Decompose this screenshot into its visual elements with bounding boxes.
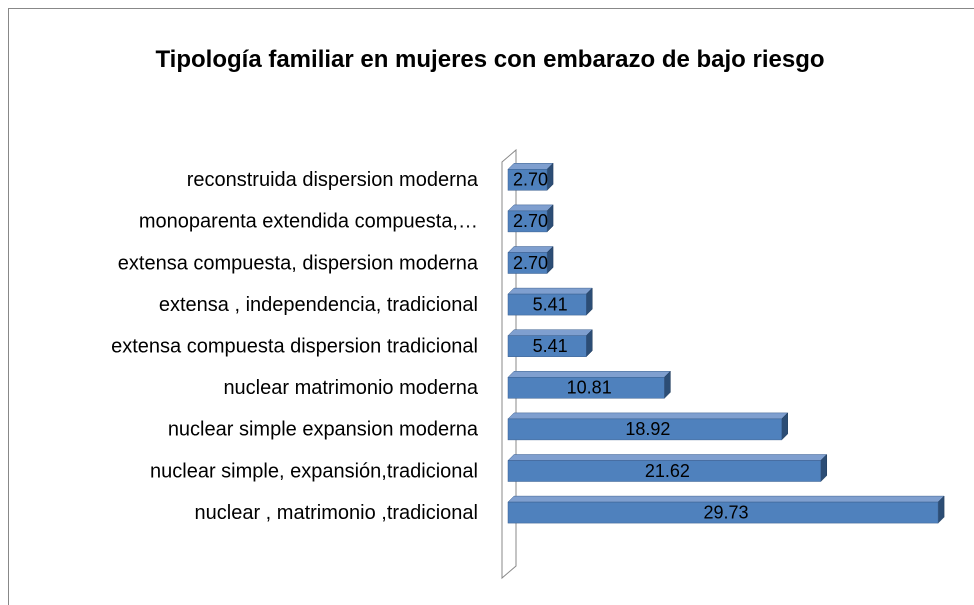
y-tick-label: reconstruida dispersion moderna	[187, 169, 479, 191]
bar-top	[507, 371, 671, 378]
data-label: 2.70	[513, 253, 548, 273]
data-label: 21.62	[645, 461, 690, 481]
data-label: 5.41	[533, 294, 568, 314]
bar-top	[507, 204, 554, 212]
bar-top	[507, 495, 945, 503]
bar	[507, 335, 587, 357]
bar	[507, 501, 939, 524]
bar	[507, 293, 587, 316]
bar	[507, 460, 822, 482]
bar-top	[507, 246, 554, 253]
bar	[507, 169, 548, 191]
y-tick-label: nuclear simple, expansión,tradicional	[150, 460, 478, 482]
y-tick-label: nuclear simple expansion moderna	[168, 419, 479, 441]
bar	[507, 418, 782, 441]
y-tick-label: nuclear matrimonio moderna	[223, 377, 478, 399]
bar-top	[507, 287, 593, 295]
chart-frame	[8, 8, 974, 605]
bar-top	[507, 163, 554, 170]
data-label: 2.70	[513, 211, 548, 231]
y-tick-label: nuclear , matrimonio ,tradicional	[195, 502, 478, 524]
bar	[507, 377, 665, 399]
y-tick-label: monoparenta extendida compuesta,…	[139, 211, 478, 233]
bar-top	[507, 412, 789, 420]
bar-top	[507, 329, 593, 336]
data-label: 2.70	[513, 170, 548, 190]
y-tick-label: extensa compuesta, dispersion moderna	[118, 252, 479, 274]
bar-top	[507, 454, 828, 461]
y-tick-label: extensa , independencia, tradicional	[159, 294, 478, 316]
data-label: 5.41	[533, 336, 568, 356]
y-tick-label: extensa compuesta dispersion tradicional	[111, 335, 478, 357]
bar	[507, 210, 548, 233]
bar	[507, 252, 548, 274]
data-label: 18.92	[625, 419, 670, 439]
chart-title: Tipología familiar en mujeres con embara…	[155, 46, 825, 73]
data-label: 29.73	[704, 502, 749, 522]
data-label: 10.81	[567, 378, 612, 398]
